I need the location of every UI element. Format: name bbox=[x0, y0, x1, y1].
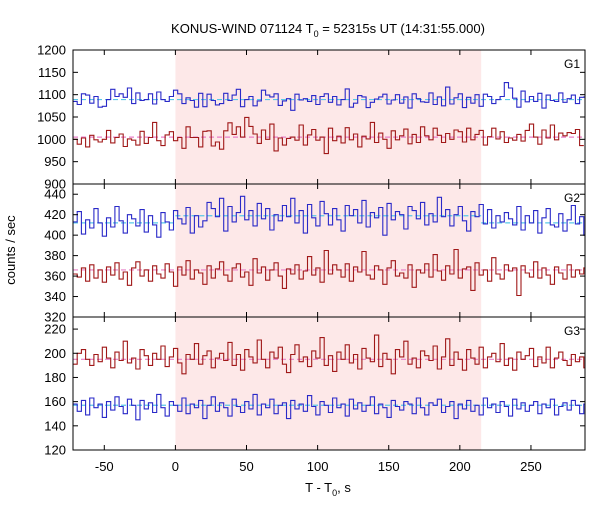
x-tick-label: 50 bbox=[239, 459, 253, 474]
series-line-2 bbox=[73, 393, 585, 421]
y-tick-label: 400 bbox=[44, 228, 66, 243]
y-tick-label: 1200 bbox=[37, 43, 66, 58]
y-tick-label: 1100 bbox=[38, 87, 66, 102]
y-tick-label: 320 bbox=[44, 310, 66, 325]
series-line-1 bbox=[73, 82, 585, 111]
panel-label: G2 bbox=[564, 191, 580, 205]
x-tick-label: 100 bbox=[307, 459, 329, 474]
y-tick-label: 360 bbox=[44, 269, 66, 284]
y-axis-label: counts / sec bbox=[3, 215, 18, 285]
y-tick-label: 950 bbox=[44, 154, 66, 169]
y-tick-label: 380 bbox=[44, 248, 66, 263]
y-tick-label: 440 bbox=[44, 187, 66, 202]
panel-g2: 320 340 360 380 400 420 440 G2 bbox=[44, 183, 586, 325]
series-line-2 bbox=[73, 116, 584, 155]
y-tick-label: 900 bbox=[44, 177, 66, 192]
series-line-1 bbox=[73, 334, 585, 375]
y-tick-label: 420 bbox=[44, 207, 66, 222]
y-tick-label: 1150 bbox=[38, 65, 66, 80]
y-tick-label: 340 bbox=[44, 289, 66, 304]
y-tick-label: 1050 bbox=[37, 110, 66, 125]
chart-title: KONUS-WIND 071124 T0 = 52315s UT (14:31:… bbox=[171, 21, 485, 39]
y-tick-label: 120 bbox=[44, 443, 66, 458]
x-tick-label: -50 bbox=[95, 459, 114, 474]
y-tick-label: 180 bbox=[44, 370, 66, 385]
y-tick-label: 160 bbox=[44, 394, 66, 409]
x-tick-label: 200 bbox=[449, 459, 471, 474]
y-tick-label: 1000 bbox=[37, 132, 66, 147]
x-axis-label: T - T0, s bbox=[305, 480, 351, 498]
y-tick-label: 140 bbox=[44, 418, 66, 433]
panel-g3: 120 140 160 180 200 220 G3 bbox=[44, 316, 586, 458]
y-tick-label: 220 bbox=[44, 322, 66, 337]
x-tick-label: 250 bbox=[520, 459, 542, 474]
x-tick-label: 150 bbox=[378, 459, 400, 474]
panel-label: G3 bbox=[564, 324, 580, 338]
series-line-2 bbox=[73, 248, 585, 297]
panel-g1: 900 950 1000 1050 1100 1150 1200 G1 bbox=[37, 43, 586, 192]
panel-label: G1 bbox=[564, 57, 580, 71]
x-tick-label: 0 bbox=[172, 459, 179, 474]
panel-frame bbox=[72, 316, 586, 451]
y-tick-label: 200 bbox=[44, 346, 66, 361]
series-line-1 bbox=[73, 195, 585, 238]
